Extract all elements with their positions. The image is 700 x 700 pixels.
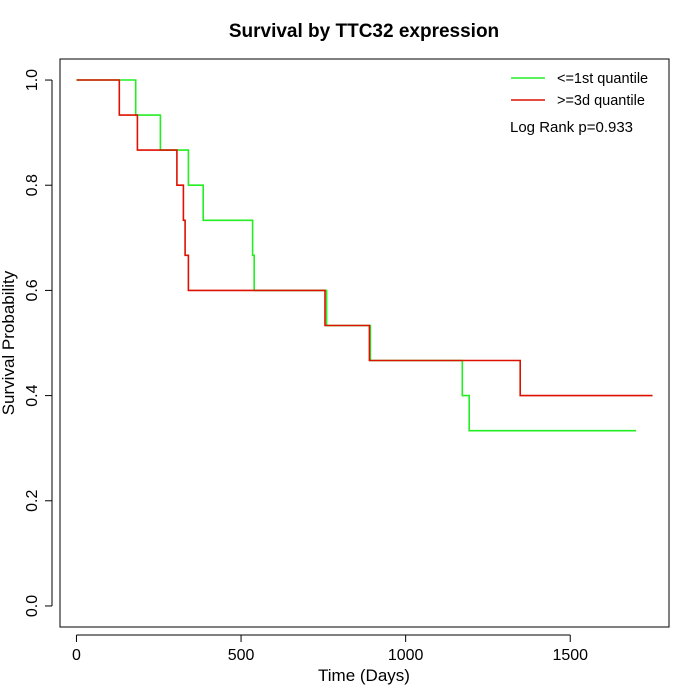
- legend: <=1st quantile >=3d quantile: [511, 71, 648, 109]
- x-axis: 0 500 1000 1500: [72, 634, 588, 664]
- legend-label: <=1st quantile: [557, 71, 648, 87]
- log-rank-annotation: Log Rank p=0.933: [510, 119, 633, 136]
- y-tick-label: 0.0: [24, 595, 41, 617]
- x-axis-label: Time (Days): [318, 666, 410, 685]
- y-tick-label: 0.6: [24, 279, 41, 301]
- x-tick-label: 1500: [552, 647, 588, 664]
- y-tick-label: 0.4: [24, 384, 41, 406]
- plot-frame: [59, 58, 670, 628]
- series-group: [76, 79, 653, 432]
- y-tick-label: 0.2: [24, 490, 41, 512]
- x-tick-label: 1000: [388, 647, 424, 664]
- y-tick-label: 1.0: [24, 69, 41, 91]
- series-line-2: [76, 79, 653, 397]
- y-tick-label: 0.8: [24, 174, 41, 196]
- legend-label: >=3d quantile: [557, 93, 645, 109]
- y-axis-label: Survival Probability: [0, 270, 18, 415]
- y-axis: 0.0 0.2 0.4 0.6 0.8 1.0: [24, 69, 53, 617]
- chart-title: Survival by TTC32 expression: [229, 21, 499, 42]
- x-tick-label: 0: [72, 647, 81, 664]
- series-line-1: [76, 79, 637, 432]
- x-tick-label: 500: [228, 647, 255, 664]
